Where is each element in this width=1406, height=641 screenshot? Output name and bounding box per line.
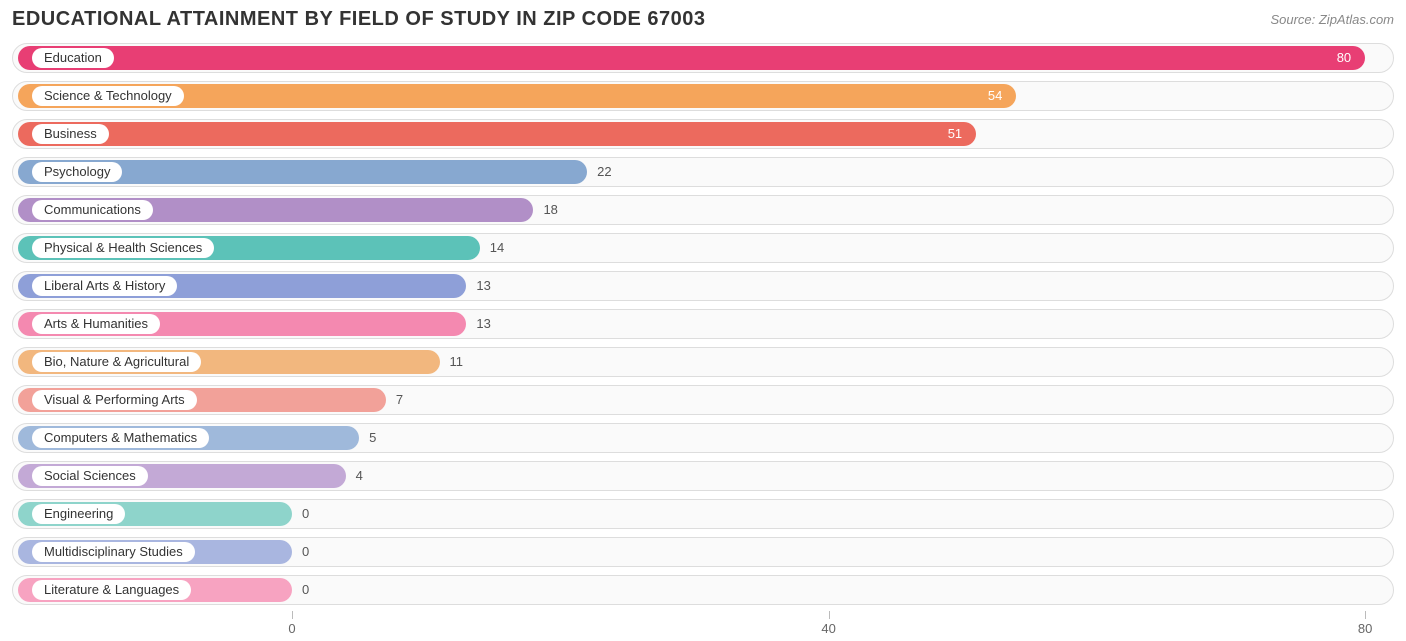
value-label: 54: [988, 86, 1002, 106]
category-label: Education: [32, 48, 114, 68]
bar-row: Business 51: [12, 117, 1394, 151]
header: EDUCATIONAL ATTAINMENT BY FIELD OF STUDY…: [12, 8, 1394, 31]
value-label: 4: [356, 466, 363, 486]
bar-row: Physical & Health Sciences 14: [12, 231, 1394, 265]
chart-area: Education 80 Science & Technology 54 Busines…: [12, 41, 1394, 607]
chart-title: EDUCATIONAL ATTAINMENT BY FIELD OF STUDY…: [12, 8, 706, 31]
value-label: 0: [302, 504, 309, 524]
category-label: Visual & Performing Arts: [32, 390, 197, 410]
bar-row: Communications 18: [12, 193, 1394, 227]
category-label: Engineering: [32, 504, 125, 524]
x-axis: 0 40 80: [12, 611, 1394, 641]
value-label: 11: [450, 352, 464, 372]
bar-row: Psychology 22: [12, 155, 1394, 189]
category-label: Computers & Mathematics: [32, 428, 209, 448]
bar-row: Literature & Languages 0: [12, 573, 1394, 607]
value-label: 51: [948, 124, 962, 144]
axis-tick: [292, 611, 293, 619]
value-label: 5: [369, 428, 376, 448]
bar-row: Visual & Performing Arts 7: [12, 383, 1394, 417]
bar: [18, 46, 1365, 70]
bar-row: Computers & Mathematics 5: [12, 421, 1394, 455]
value-label: 13: [476, 314, 490, 334]
bar-row: Multidisciplinary Studies 0: [12, 535, 1394, 569]
bar-row: Arts & Humanities 13: [12, 307, 1394, 341]
axis-tick: [1365, 611, 1366, 619]
category-label: Communications: [32, 200, 153, 220]
value-label: 0: [302, 580, 309, 600]
value-label: 0: [302, 542, 309, 562]
value-label: 14: [490, 238, 504, 258]
category-label: Liberal Arts & History: [32, 276, 177, 296]
category-label: Social Sciences: [32, 466, 148, 486]
bar-row: Liberal Arts & History 13: [12, 269, 1394, 303]
category-label: Arts & Humanities: [32, 314, 160, 334]
bar-row: Science & Technology 54: [12, 79, 1394, 113]
axis-tick-label: 80: [1358, 621, 1372, 636]
bar-row: Bio, Nature & Agricultural 11: [12, 345, 1394, 379]
category-label: Bio, Nature & Agricultural: [32, 352, 201, 372]
value-label: 18: [543, 200, 557, 220]
category-label: Multidisciplinary Studies: [32, 542, 195, 562]
axis-tick: [829, 611, 830, 619]
value-label: 13: [476, 276, 490, 296]
bar-row: Engineering 0: [12, 497, 1394, 531]
bar: [18, 122, 976, 146]
axis-tick-label: 40: [821, 621, 835, 636]
chart-container: EDUCATIONAL ATTAINMENT BY FIELD OF STUDY…: [0, 0, 1406, 631]
category-label: Business: [32, 124, 109, 144]
source-attribution: Source: ZipAtlas.com: [1270, 8, 1394, 27]
axis-tick-label: 0: [288, 621, 295, 636]
category-label: Literature & Languages: [32, 580, 191, 600]
value-label: 22: [597, 162, 611, 182]
value-label: 80: [1337, 48, 1351, 68]
bar-row: Social Sciences 4: [12, 459, 1394, 493]
bar-row: Education 80: [12, 41, 1394, 75]
category-label: Science & Technology: [32, 86, 184, 106]
value-label: 7: [396, 390, 403, 410]
category-label: Psychology: [32, 162, 122, 182]
category-label: Physical & Health Sciences: [32, 238, 214, 258]
